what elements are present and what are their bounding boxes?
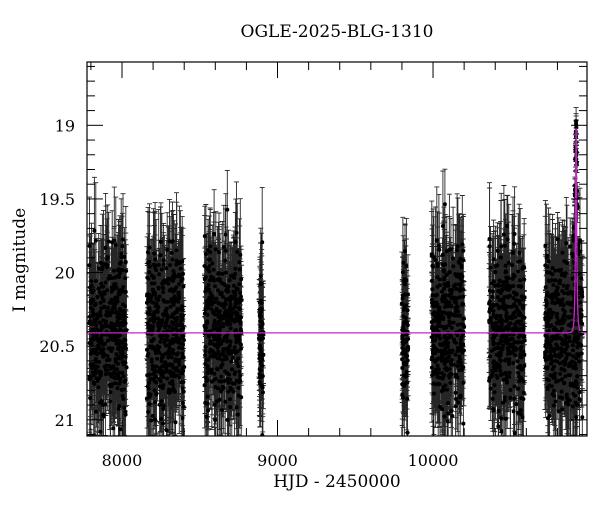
x-tick-label: 10000 (408, 451, 459, 470)
y-tick-label: 19 (55, 116, 75, 135)
x-tick-label: 8000 (102, 451, 143, 470)
model-curve (87, 128, 587, 334)
x-axis-label: HJD - 2450000 (273, 472, 401, 492)
data-points (87, 107, 585, 436)
y-tick-label: 19.5 (39, 190, 75, 209)
x-tick-label: 9000 (257, 451, 298, 470)
chart-title: OGLE-2025-BLG-1310 (240, 22, 434, 42)
y-tick-label: 20 (55, 264, 75, 283)
y-tick-label: 21 (55, 411, 75, 430)
y-tick-label: 20.5 (39, 337, 75, 356)
axes: 8000 9000 10000 19 19.5 20 20.5 21 (39, 61, 588, 470)
